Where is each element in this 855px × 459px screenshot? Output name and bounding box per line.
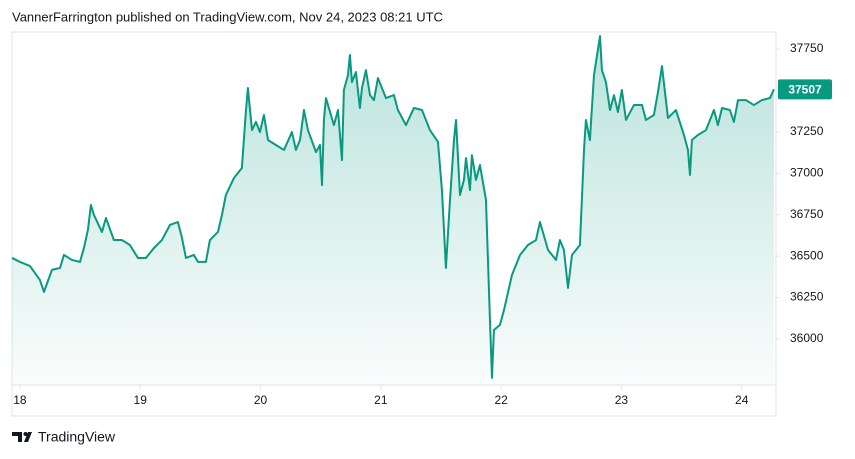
y-tick-label: 37250 <box>790 124 824 138</box>
last-price-box <box>778 79 832 100</box>
price-line <box>11 35 775 379</box>
area-fill <box>12 36 774 385</box>
x-tick-label: 23 <box>615 393 629 407</box>
last-price-label: 37507 <box>788 82 822 96</box>
y-tick-label: 36500 <box>790 248 824 262</box>
x-tick-label: 24 <box>735 393 749 407</box>
y-tick-label: 37750 <box>790 41 824 55</box>
y-tick-label: 37000 <box>790 165 824 179</box>
logo <box>12 432 32 442</box>
x-tick-label: 20 <box>254 393 268 407</box>
x-axis-frame <box>11 384 777 417</box>
footer-brand: TradingView <box>38 429 116 445</box>
x-tick-label: 18 <box>13 393 27 407</box>
x-tick-label: 19 <box>134 393 148 407</box>
x-tick-label: 21 <box>374 393 388 407</box>
y-tick-label: 36000 <box>790 331 824 345</box>
x-tick-label: 22 <box>494 393 508 407</box>
chart-title: VannerFarrington published on TradingVie… <box>12 9 443 24</box>
y-tick-label: 36250 <box>790 290 824 304</box>
y-tick-label: 36750 <box>790 207 824 221</box>
